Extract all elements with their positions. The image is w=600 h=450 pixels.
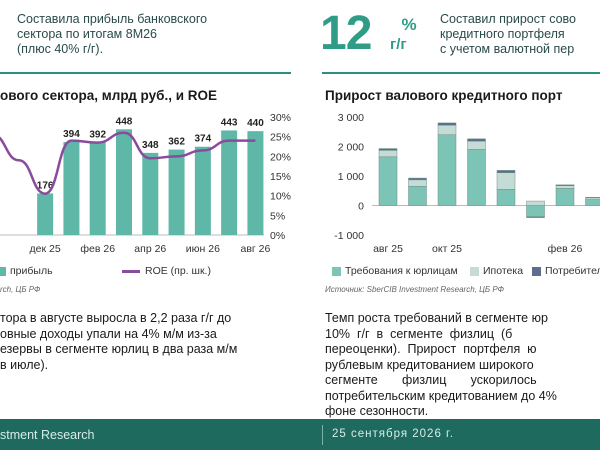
- headline-unit-yoy: г/г: [390, 36, 407, 53]
- x-tick-label: дек 25: [30, 243, 61, 255]
- legend-swatch-corporate: [332, 266, 341, 276]
- stacked-bar-segment: [408, 177, 427, 181]
- body-text-left: тора в августе выросла в 2,2 раза г/г до…: [0, 311, 238, 372]
- footer-brand: stment Research: [0, 428, 95, 442]
- legend-label-roe: ROE (пр. шк.): [145, 265, 211, 277]
- x-tick-label: фев 26: [548, 243, 583, 255]
- legend-swatch-profit: [0, 266, 6, 276]
- lead-text-left: Составила прибыль банковского сектора по…: [17, 12, 208, 56]
- profit-data-label: 176: [37, 180, 54, 191]
- y-tick-label: 3 000: [338, 112, 364, 124]
- legend-swatch-mortgage: [470, 266, 479, 276]
- y2-tick-label: 15%: [270, 171, 291, 183]
- divider-left: [0, 72, 291, 74]
- x-tick-label: апр 26: [134, 243, 166, 255]
- legend-right-consumer: Потребител: [532, 265, 600, 277]
- legend-label-consumer: Потребител: [545, 265, 600, 277]
- legend-left-bars: прибыль: [0, 265, 53, 277]
- profit-bar: [63, 142, 80, 235]
- headline-metric: 12 % г/г: [320, 6, 430, 62]
- stacked-bar-segment: [585, 196, 600, 199]
- profit-bar: [89, 142, 106, 235]
- x-tick-label: фев 26: [80, 243, 115, 255]
- stacked-bar-segment: [378, 148, 398, 151]
- x-tick-label: окт 25: [432, 243, 462, 255]
- profit-data-label: 394: [63, 129, 80, 140]
- stacked-bar-segment: [526, 205, 545, 217]
- y2-tick-label: 20%: [270, 151, 291, 163]
- credit-growth-chart: -1 000 0 1 000 2 000 3 000 авг 25 окт 25 фев 26: [334, 112, 600, 255]
- stacked-bar-segment: [467, 149, 486, 206]
- y2-tick-label: 5%: [270, 210, 285, 222]
- stacked-bar-segment: [378, 156, 398, 206]
- legend-left-line: ROE (пр. шк.): [122, 265, 211, 277]
- profit-data-label: 362: [168, 137, 185, 148]
- chart-title-left: ового сектора, млрд руб., и ROE: [0, 88, 218, 103]
- profit-data-label: 348: [142, 140, 159, 151]
- profit-data-label: 374: [195, 134, 212, 145]
- headline-number: 12: [320, 7, 372, 60]
- source-left: rch, ЦБ РФ: [0, 285, 41, 294]
- stacked-bar-segment: [555, 184, 575, 186]
- stacked-bar-segment: [526, 200, 545, 206]
- y-tick-label: 2 000: [338, 142, 364, 154]
- stacked-bar-segment: [378, 150, 398, 158]
- stacked-bar-segment: [496, 172, 516, 190]
- legend-right-corporate: Требования к юрлицам: [332, 265, 458, 277]
- y2-tick-label: 25%: [270, 132, 291, 144]
- profit-data-label: 392: [89, 129, 106, 140]
- x-tick-label: авг 25: [373, 243, 403, 255]
- profit-bar: [168, 149, 185, 235]
- stacked-bar-segment: [496, 170, 516, 174]
- stacked-bar-segment: [467, 138, 486, 142]
- stacked-bar-segment: [555, 185, 575, 189]
- legend-label-corporate: Требования к юрлицам: [345, 265, 458, 277]
- lead-text-right: Составил прирост сово кредитного портфел…: [440, 12, 577, 56]
- stacked-bar-segment: [585, 197, 600, 200]
- stacked-bar-segment: [408, 186, 427, 206]
- stacked-bar-segment: [437, 122, 457, 126]
- stacked-bar-segment: [496, 189, 516, 206]
- profit-bar: [142, 152, 159, 235]
- x-tick-label: июн 26: [186, 243, 220, 255]
- stacked-bar-segment: [555, 188, 575, 206]
- x-tick-label: авг 26: [240, 243, 270, 255]
- profit-bar: [221, 130, 238, 235]
- stacked-bar-segment: [437, 134, 457, 206]
- profit-bar: [247, 131, 264, 235]
- divider-right: [322, 72, 600, 74]
- profit-bar: [194, 146, 211, 235]
- profit-data-label: 443: [221, 117, 238, 128]
- y2-tick-label: 10%: [270, 191, 291, 203]
- stacked-bar-segment: [585, 199, 600, 206]
- y2-tick-label: 0%: [270, 230, 285, 242]
- legend-swatch-roe: [122, 269, 140, 273]
- footer-bar: stment Research 25 сентября 2026 г.: [0, 419, 600, 450]
- legend-label-mortgage: Ипотека: [483, 265, 524, 277]
- body-text-right: Темп роста требований в сегменте юр 10% …: [325, 311, 557, 418]
- roe-line: [0, 131, 256, 195]
- profit-roe-chart: 0% 5% 10% 15% 20% 25% 30% 176 394 392 448 348 362 374…: [0, 112, 291, 255]
- headline-unit-percent: %: [401, 15, 417, 34]
- stacked-bar-segment: [437, 125, 457, 135]
- y2-tick-label: 30%: [270, 112, 291, 124]
- legend-label-profit: прибыль: [10, 265, 53, 277]
- footer-separator: [322, 425, 323, 445]
- stacked-bar-segment: [467, 140, 486, 150]
- profit-data-label: 440: [247, 118, 264, 129]
- chart-title-right: Прирост валового кредитного порт: [325, 88, 563, 103]
- footer-date: 25 сентября 2026 г.: [332, 428, 455, 440]
- profit-data-label: 448: [116, 116, 133, 127]
- y-tick-label: 0: [358, 201, 364, 213]
- profit-bar: [37, 193, 54, 235]
- legend-swatch-consumer: [532, 266, 541, 276]
- y-tick-label: -1 000: [334, 230, 364, 242]
- source-right: Источник: SberCIB Investment Research, Ц…: [325, 285, 504, 294]
- profit-bar: [116, 129, 132, 235]
- stacked-bar-segment: [408, 179, 427, 187]
- stacked-bar-segment: [526, 216, 545, 218]
- legend-right-mortgage: Ипотека: [470, 265, 523, 277]
- y-tick-label: 1 000: [338, 171, 364, 183]
